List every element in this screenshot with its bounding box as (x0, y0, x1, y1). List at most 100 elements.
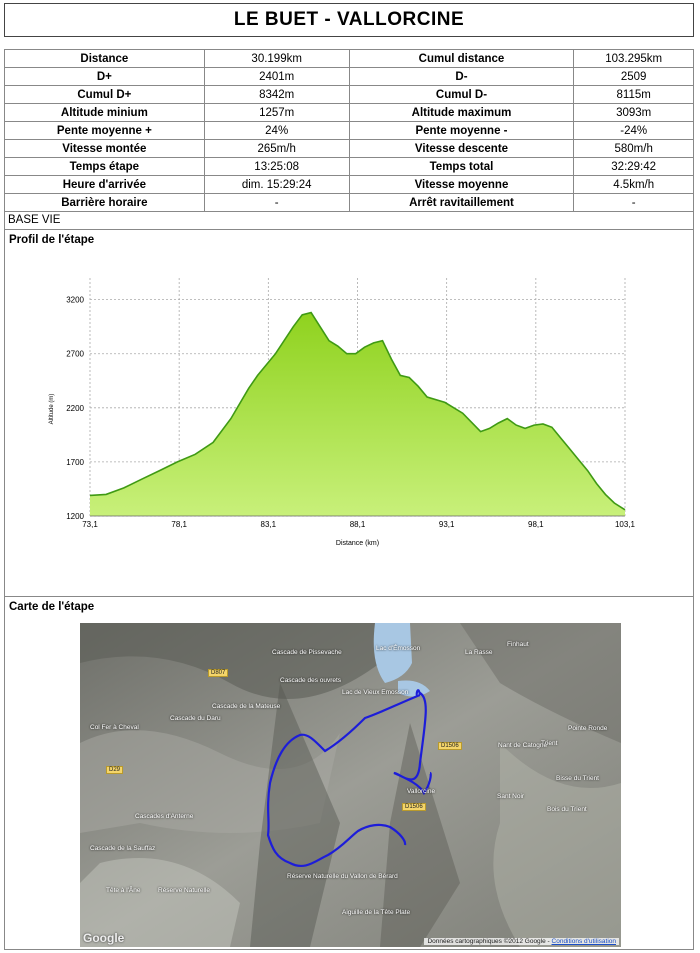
map-place-label: Bois du Trient (547, 806, 587, 813)
map-place-label: Nant de Catogne (498, 742, 548, 749)
stats-row: Temps étape 13:25:08 Temps total 32:29:42 (4, 157, 694, 176)
y-axis-label: Altitude (m) (49, 394, 55, 425)
map-place-label: Cascade de la Mateuse (212, 703, 281, 710)
stat-label: Barrière horaire (4, 193, 205, 212)
stat-value: 8342m (203, 85, 350, 104)
stat-label: Vitesse moyenne (348, 175, 575, 194)
map-place-label: Réserve Naturelle (158, 887, 211, 894)
stat-value: dim. 15:29:24 (203, 175, 350, 194)
stats-row: Vitesse montée 265m/h Vitesse descente 580m… (4, 139, 694, 158)
stat-value: 8115m (573, 85, 694, 104)
stats-row: Pente moyenne +24% Pente moyenne - -24% (4, 121, 694, 140)
map-place-label: Bisse du Trient (556, 775, 599, 782)
stat-label: Temps étape (4, 157, 205, 176)
y-tick-label: 1200 (66, 512, 84, 521)
google-logo: Google (83, 931, 125, 945)
stat-value: 32:29:42 (573, 157, 694, 176)
stat-value: 580m/h (573, 139, 694, 158)
page-title: LE BUET - VALLORCINE (4, 3, 694, 37)
x-tick-label: 103,1 (615, 520, 636, 529)
stat-label: Distance (4, 49, 205, 68)
stat-value: - (203, 193, 350, 212)
stats-row: Cumul D+ 8342m Cumul D- 8115m (4, 85, 694, 104)
map-place-label: Sant Noir (497, 793, 525, 800)
map-place-label: Réserve Naturelle du Vallon de Bérard (287, 873, 398, 880)
stat-value: 1257m (203, 103, 350, 122)
map-place-label: La Rasse (465, 649, 493, 656)
stat-label: Pente moyenne - (348, 121, 575, 140)
terms-link[interactable]: Conditions d'utilisation (551, 938, 616, 945)
x-axis-label: Distance (km) (336, 540, 379, 547)
map-place-label: Trient (541, 740, 558, 747)
map-place-label: Lac de Vieux Emosson (342, 689, 409, 696)
route-map[interactable]: Lac d'Émosson Lac de Vieux Emosson La Rass… (80, 623, 621, 947)
elevation-chart: 73,1 78,1 83,1 88,1 93,1 98,1 103,1 1200 1700 220… (49, 278, 636, 547)
stat-label: Cumul D- (348, 85, 575, 104)
elevation-area (90, 312, 625, 516)
profile-panel: Profil de l'étape 73,1 78,1 83,1 88,1 93,1 98… (4, 229, 694, 597)
road-sign: D807 (208, 669, 229, 677)
stat-value: 3093m (573, 103, 694, 122)
stat-label: Vitesse montée (4, 139, 205, 158)
stat-value: -24% (573, 121, 694, 140)
y-tick-label: 2700 (66, 350, 84, 359)
stat-value: 2509 (573, 67, 694, 86)
x-tick-label: 78,1 (171, 520, 187, 529)
stat-value: 103.295km (573, 49, 694, 68)
base-vie-label: BASE VIE (4, 211, 694, 230)
stat-label: D+ (4, 67, 205, 86)
stat-label: Altitude maximum (348, 103, 575, 122)
stat-label: Cumul D+ (4, 85, 205, 104)
map-place-label: Finhaut (507, 641, 529, 648)
stats-row: D+ 2401m D- 2509 (4, 67, 694, 86)
stat-label: Arrêt ravitaillement (348, 193, 575, 212)
stat-value: 13:25:08 (203, 157, 350, 176)
y-tick-label: 3200 (66, 296, 84, 305)
stats-table: Distance 30.199km Cumul distance 103.295km D… (4, 49, 694, 212)
stat-label: Pente moyenne + (4, 121, 205, 140)
stat-value: 2401m (203, 67, 350, 86)
x-tick-label: 98,1 (528, 520, 544, 529)
map-place-label: Cascade des ouvrets (280, 677, 342, 684)
stat-label: Cumul distance (348, 49, 575, 68)
stats-row: Barrière horaire - Arrêt ravitaillement - (4, 193, 694, 212)
x-tick-label: 83,1 (261, 520, 277, 529)
map-place-label: Vallorcine (407, 788, 436, 795)
map-panel: Carte de l'étape Lac d'Émosson Lac de Vie… (4, 596, 694, 950)
stat-value: 24% (203, 121, 350, 140)
stat-label: D- (348, 67, 575, 86)
stat-label: Altitude minium (4, 103, 205, 122)
map-place-label: Cascades d'Anterne (135, 813, 194, 820)
stats-row: Heure d'arrivée dim. 15:29:24 Vitesse moye… (4, 175, 694, 194)
road-sign: D1506 (402, 803, 426, 811)
stats-row: Distance 30.199km Cumul distance 103.295km (4, 49, 694, 68)
stat-value: - (573, 193, 694, 212)
road-sign: D29 (106, 766, 124, 774)
map-place-label: Col Fer à Cheval (90, 724, 139, 731)
x-tick-label: 73,1 (82, 520, 98, 529)
map-attribution: Données cartographiques ©2012 Google - C… (424, 938, 619, 945)
map-title: Carte de l'étape (9, 601, 95, 613)
elevation-line (89, 311, 626, 511)
map-place-label: Cascade du Daru (170, 715, 221, 722)
stat-value: 4.5km/h (573, 175, 694, 194)
profile-title: Profil de l'étape (9, 234, 95, 246)
stat-value: 30.199km (203, 49, 350, 68)
map-place-label: Lac d'Émosson (376, 645, 421, 652)
map-place-label: Pointe Ronde (568, 725, 608, 732)
map-place-label: Aiguille de la Tête Plate (342, 909, 411, 916)
stat-label: Heure d'arrivée (4, 175, 205, 194)
x-tick-label: 88,1 (350, 520, 366, 529)
y-tick-label: 2200 (66, 404, 84, 413)
map-place-label: Tête à l'Âne (106, 887, 141, 894)
stats-row: Altitude minium 1257m Altitude maximum 3093… (4, 103, 694, 122)
road-sign: D1506 (438, 742, 462, 750)
stat-label: Vitesse descente (348, 139, 575, 158)
map-place-label: Cascade de Pissevache (272, 649, 342, 656)
stat-label: Temps total (348, 157, 575, 176)
map-terrain (80, 623, 621, 947)
map-place-label: Cascade de la Sauffaz (90, 845, 156, 852)
x-tick-label: 93,1 (439, 520, 455, 529)
y-tick-label: 1700 (66, 458, 84, 467)
stat-value: 265m/h (203, 139, 350, 158)
